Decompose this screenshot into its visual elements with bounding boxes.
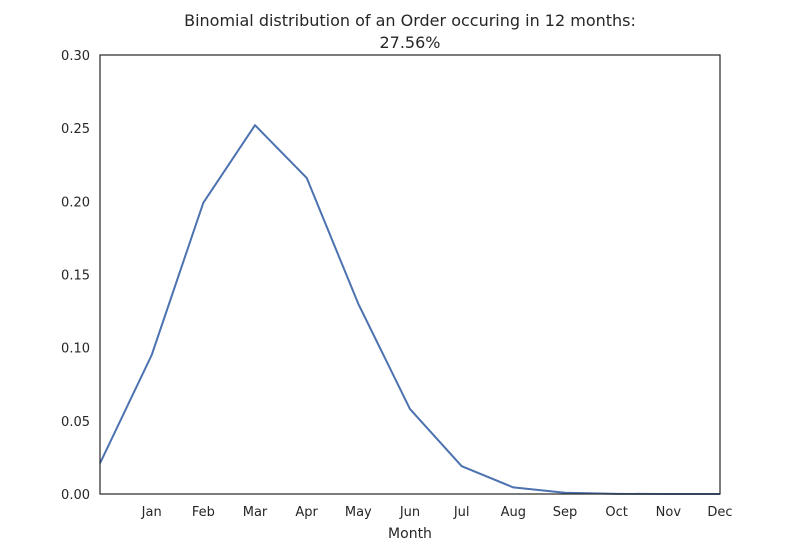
x-tick-label: Mar [243, 505, 268, 520]
x-tick-label: Nov [656, 505, 682, 520]
x-tick-label: Jul [453, 505, 470, 520]
y-tick-label: 0.30 [61, 49, 90, 64]
x-tick-label: Feb [192, 505, 215, 520]
series-line [99, 124, 720, 495]
x-tick-label: May [345, 505, 372, 520]
y-tick-label: 0.10 [61, 342, 90, 357]
x-tick-label: Sep [553, 505, 578, 520]
x-tick-label: Jun [399, 505, 420, 520]
x-tick-label: Jan [141, 505, 162, 520]
x-tick-label: Apr [295, 505, 318, 520]
x-axis-label: Month [388, 526, 432, 542]
y-tick-label: 0.00 [61, 488, 90, 503]
chart-title: Binomial distribution of an Order occuri… [184, 11, 636, 30]
y-tick-label: 0.15 [61, 269, 90, 284]
x-tick-label: Oct [605, 505, 627, 520]
y-tick-label: 0.20 [61, 195, 90, 210]
y-tick-label: 0.05 [61, 415, 90, 430]
x-tick-label: Dec [707, 505, 732, 520]
chart-subtitle: 27.56% [379, 33, 441, 52]
y-tick-label: 0.25 [61, 122, 90, 137]
plot-frame [99, 54, 721, 495]
x-tick-label: Aug [501, 505, 526, 520]
